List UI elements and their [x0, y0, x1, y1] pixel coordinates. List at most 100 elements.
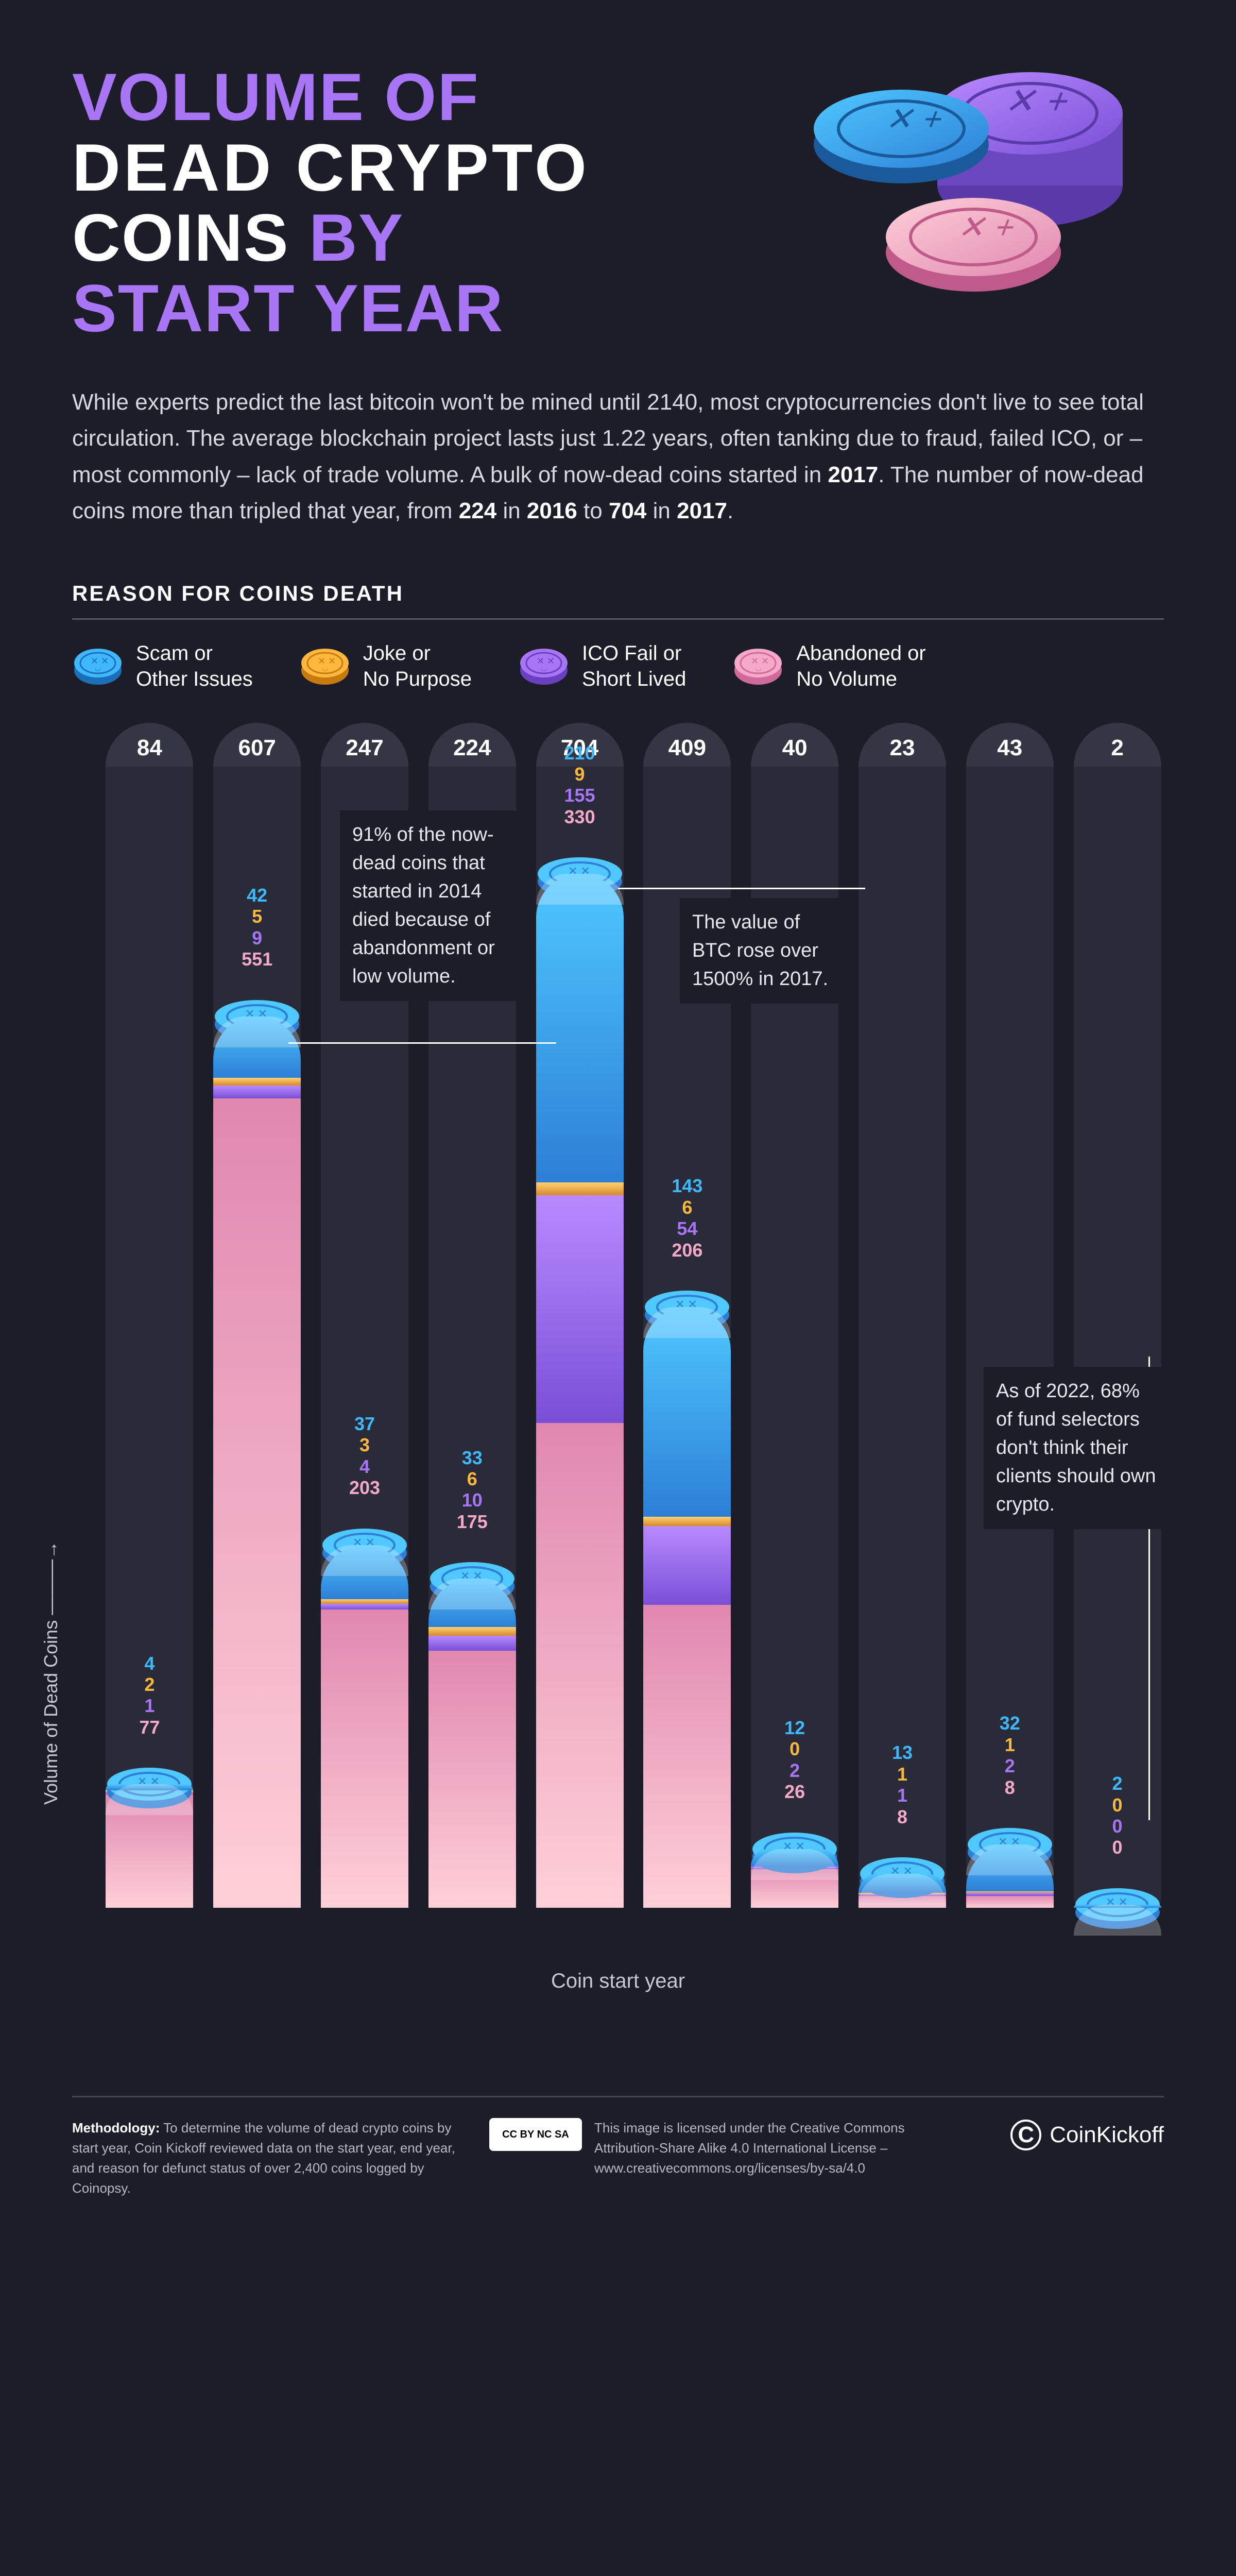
bar-segment — [321, 1604, 408, 1609]
breakdown-abandoned: 8 — [1000, 1777, 1020, 1798]
bar-segment — [428, 1636, 516, 1651]
column-total: 84 — [137, 735, 162, 761]
intro-paragraph: While experts predict the last bitcoin w… — [72, 384, 1154, 530]
column-background — [859, 723, 946, 1908]
column-breakdown: 32 1 2 8 — [1000, 1713, 1020, 1798]
bar-stack: ✕ ✕ — [751, 1849, 838, 1908]
bar-stack: ✕ ✕ — [213, 1016, 301, 1908]
bar-segment — [1074, 1905, 1161, 1908]
breakdown-joke: 0 — [1112, 1794, 1123, 1816]
legend-coin-icon: ✕ ✕ ◡ — [299, 640, 351, 692]
breakdown-ico: 1 — [139, 1695, 160, 1716]
breakdown-joke: 9 — [564, 764, 595, 785]
column-breakdown: 143 6 54 206 — [672, 1175, 702, 1261]
breakdown-joke: 2 — [139, 1674, 160, 1695]
breakdown-scam: 37 — [349, 1413, 380, 1434]
title-line-3a: COINS — [72, 200, 289, 275]
breakdown-scam: 2 — [1112, 1773, 1123, 1794]
legend-label: Joke orNo Purpose — [363, 640, 472, 692]
legend-item: ✕ ✕ ◡ Joke orNo Purpose — [299, 640, 472, 692]
annotation-callout: The value of BTC rose over 1500% in 2017… — [680, 898, 855, 1004]
bar-segment — [966, 1844, 1054, 1891]
bar-stack: ✕ ✕ — [1074, 1905, 1161, 1908]
coin-stack-illustration: ✕ + ✕ + ✕ + — [803, 62, 1164, 319]
breakdown-ico: 54 — [672, 1218, 702, 1239]
legend-item: ✕ ✕ ◡ ICO Fail orShort Lived — [518, 640, 686, 692]
chart-column: 704 210 9 155 330 ✕ ✕ 2017 — [533, 723, 626, 1908]
license-block: CC BY NC SA This image is licensed under… — [489, 2118, 940, 2178]
breakdown-scam: 33 — [457, 1447, 488, 1468]
svg-text:◡: ◡ — [755, 664, 761, 672]
legend: ✕ ✕ ◡ Scam orOther Issues ✕ ✕ ◡ Joke orN… — [72, 640, 1164, 692]
annotation-callout: As of 2022, 68% of fund selectors don't … — [984, 1367, 1169, 1529]
column-total: 607 — [238, 735, 276, 761]
breakdown-joke: 1 — [892, 1764, 913, 1785]
stacked-bar-chart: 84 4 2 1 77 ✕ ✕ 2013 607 42 5 9 55 — [72, 723, 1164, 1908]
column-total: 409 — [668, 735, 706, 761]
bar-segment — [536, 874, 624, 1182]
bar-stack: ✕ ✕ — [106, 1784, 193, 1907]
bar-segment — [859, 1874, 946, 1893]
bar-segment — [428, 1579, 516, 1627]
bar-segment — [643, 1526, 731, 1605]
breakdown-scam: 12 — [784, 1717, 805, 1738]
legend-divider — [72, 618, 1164, 620]
breakdown-abandoned: 26 — [784, 1781, 805, 1802]
title-line-2: DEAD CRYPTO — [72, 132, 590, 203]
bar-stack: ✕ ✕ — [643, 1307, 731, 1908]
brand-name: CoinKickoff — [1050, 2118, 1164, 2152]
breakdown-joke: 6 — [457, 1468, 488, 1489]
x-axis-label: Coin start year — [72, 1970, 1164, 1993]
svg-text:◡: ◡ — [541, 664, 547, 672]
breakdown-joke: 5 — [242, 906, 272, 927]
brand-icon: C — [1010, 2120, 1041, 2150]
breakdown-ico: 2 — [784, 1760, 805, 1781]
bar-stack: ✕ ✕ — [966, 1844, 1054, 1908]
column-breakdown: 12 0 2 26 — [784, 1717, 805, 1803]
column-breakdown: 210 9 155 330 — [564, 742, 595, 828]
column-breakdown: 33 6 10 175 — [457, 1447, 488, 1533]
legend-coin-icon: ✕ ✕ ◡ — [732, 640, 784, 692]
bar-stack: ✕ ✕ — [321, 1545, 408, 1908]
bar-segment — [536, 1182, 624, 1196]
breakdown-ico: 10 — [457, 1489, 488, 1511]
breakdown-scam: 13 — [892, 1742, 913, 1763]
footer: Methodology: To determine the volume of … — [72, 2096, 1164, 2198]
legend-label: Scam orOther Issues — [136, 640, 253, 692]
legend-coin-icon: ✕ ✕ ◡ — [72, 640, 124, 692]
license-text: This image is licensed under the Creativ… — [594, 2118, 940, 2178]
breakdown-ico: 1 — [892, 1785, 913, 1806]
bar-segment — [751, 1849, 838, 1867]
breakdown-abandoned: 203 — [349, 1477, 380, 1498]
bar-stack: ✕ ✕ — [859, 1874, 946, 1908]
annotation-callout: 91% of the now-dead coins that started i… — [340, 810, 536, 1002]
chart-container: Volume of Dead Coins ———→ 84 4 2 1 77 ✕ … — [72, 723, 1164, 1908]
column-breakdown: 37 3 4 203 — [349, 1413, 380, 1499]
legend-title: REASON FOR COINS DEATH — [72, 581, 1164, 606]
chart-column: 23 13 1 1 8 ✕ ✕ 2020 — [856, 723, 949, 1908]
chart-column: 43 32 1 2 8 ✕ ✕ 2021 — [963, 723, 1056, 1908]
column-total: 2 — [1111, 735, 1123, 761]
cc-badge-icon: CC BY NC SA — [489, 2118, 582, 2151]
bar-segment — [321, 1609, 408, 1908]
bar-segment — [536, 1195, 624, 1423]
methodology-text: Methodology: To determine the volume of … — [72, 2118, 458, 2198]
column-total: 247 — [346, 735, 383, 761]
title-line-4: START YEAR — [72, 273, 590, 344]
legend-coin-icon: ✕ ✕ ◡ — [518, 640, 570, 692]
annotation-line — [288, 1042, 556, 1044]
title-line-3b: BY — [309, 200, 404, 275]
bar-segment — [643, 1605, 731, 1907]
column-total: 43 — [997, 735, 1022, 761]
bar-stack: ✕ ✕ — [536, 874, 624, 1907]
column-total: 40 — [782, 735, 808, 761]
chart-column: 84 4 2 1 77 ✕ ✕ 2013 — [103, 723, 196, 1908]
bar-segment — [428, 1627, 516, 1636]
header: VOLUME OF DEAD CRYPTO COINS BY START YEA… — [72, 62, 1164, 343]
breakdown-ico: 0 — [1112, 1816, 1123, 1837]
bar-segment — [966, 1896, 1054, 1908]
legend-item: ✕ ✕ ◡ Abandoned orNo Volume — [732, 640, 925, 692]
column-breakdown: 2 0 0 0 — [1112, 1773, 1123, 1858]
bar-segment — [213, 1078, 301, 1085]
breakdown-abandoned: 77 — [139, 1717, 160, 1738]
